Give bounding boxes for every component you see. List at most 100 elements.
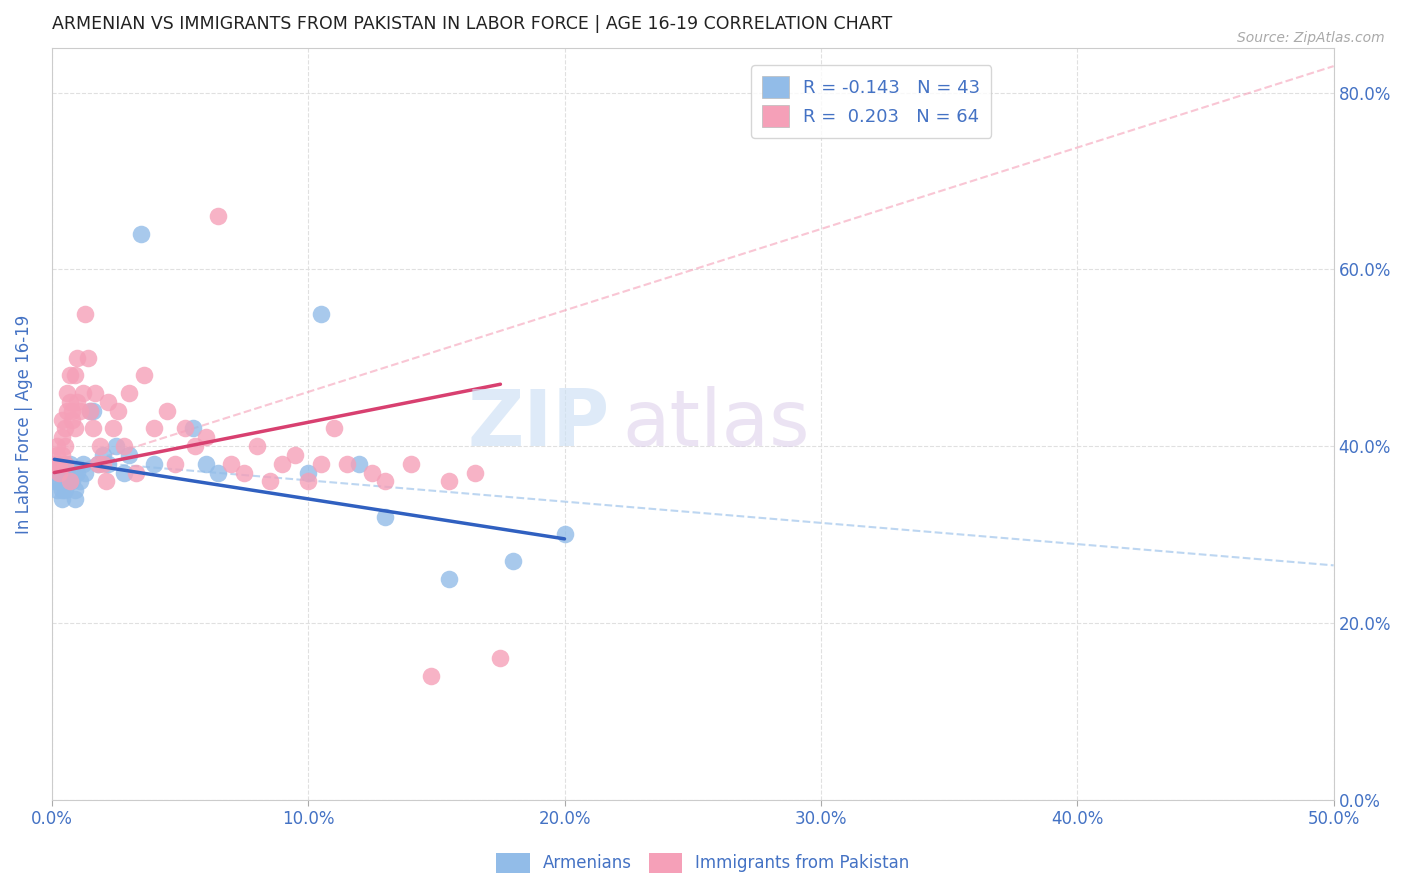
- Point: [63, 483, 86, 498]
- Point: [66, 466, 89, 480]
- Point: [51, 430, 73, 444]
- Point: [104, 439, 127, 453]
- Point: [82, 421, 104, 435]
- Point: [53, 483, 76, 498]
- Point: [44, 475, 66, 489]
- Text: atlas: atlas: [623, 386, 810, 462]
- Point: [79, 403, 101, 417]
- Point: [297, 466, 319, 480]
- Point: [53, 457, 76, 471]
- Point: [309, 457, 332, 471]
- Point: [45, 483, 67, 498]
- Text: Source: ZipAtlas.com: Source: ZipAtlas.com: [1237, 31, 1385, 45]
- Point: [53, 457, 76, 471]
- Point: [336, 457, 359, 471]
- Point: [53, 421, 76, 435]
- Point: [174, 421, 197, 435]
- Point: [194, 457, 217, 471]
- Point: [66, 351, 89, 365]
- Point: [89, 439, 111, 453]
- Point: [69, 475, 91, 489]
- Point: [156, 403, 179, 417]
- Point: [51, 492, 73, 507]
- Point: [125, 466, 148, 480]
- Point: [97, 457, 120, 471]
- Point: [59, 368, 82, 383]
- Point: [51, 466, 73, 480]
- Point: [131, 227, 153, 241]
- Y-axis label: In Labor Force | Age 16-19: In Labor Force | Age 16-19: [15, 314, 32, 533]
- Point: [51, 412, 73, 426]
- Point: [322, 421, 344, 435]
- Point: [60, 403, 83, 417]
- Point: [51, 448, 73, 462]
- Point: [489, 651, 512, 665]
- Text: ARMENIAN VS IMMIGRANTS FROM PAKISTAN IN LABOR FORCE | AGE 16-19 CORRELATION CHAR: ARMENIAN VS IMMIGRANTS FROM PAKISTAN IN …: [52, 15, 891, 33]
- Point: [361, 466, 384, 480]
- Point: [59, 395, 82, 409]
- Point: [163, 457, 186, 471]
- Point: [112, 466, 135, 480]
- Point: [103, 421, 125, 435]
- Point: [437, 475, 460, 489]
- Point: [464, 466, 486, 480]
- Point: [219, 457, 242, 471]
- Point: [87, 457, 110, 471]
- Point: [48, 457, 70, 471]
- Point: [75, 306, 97, 320]
- Point: [59, 475, 82, 489]
- Point: [143, 457, 166, 471]
- Point: [72, 457, 94, 471]
- Point: [207, 210, 229, 224]
- Point: [82, 403, 104, 417]
- Point: [53, 475, 76, 489]
- Point: [72, 386, 94, 401]
- Point: [63, 492, 86, 507]
- Legend: Armenians, Immigrants from Pakistan: Armenians, Immigrants from Pakistan: [489, 847, 917, 880]
- Point: [91, 448, 114, 462]
- Point: [309, 306, 332, 320]
- Point: [91, 457, 114, 471]
- Point: [56, 466, 79, 480]
- Point: [143, 421, 166, 435]
- Point: [420, 669, 443, 683]
- Point: [69, 403, 91, 417]
- Point: [184, 439, 207, 453]
- Point: [118, 448, 141, 462]
- Point: [48, 466, 70, 480]
- Point: [233, 466, 256, 480]
- Point: [45, 439, 67, 453]
- Point: [48, 475, 70, 489]
- Point: [56, 386, 79, 401]
- Point: [59, 457, 82, 471]
- Legend: R = -0.143   N = 43, R =  0.203   N = 64: R = -0.143 N = 43, R = 0.203 N = 64: [751, 65, 991, 138]
- Point: [66, 395, 89, 409]
- Point: [349, 457, 371, 471]
- Point: [84, 386, 107, 401]
- Point: [374, 475, 396, 489]
- Point: [56, 403, 79, 417]
- Point: [181, 421, 204, 435]
- Point: [45, 448, 67, 462]
- Point: [60, 412, 83, 426]
- Point: [118, 386, 141, 401]
- Point: [44, 457, 66, 471]
- Point: [45, 466, 67, 480]
- Point: [63, 368, 86, 383]
- Point: [79, 403, 101, 417]
- Point: [59, 475, 82, 489]
- Point: [60, 475, 83, 489]
- Point: [63, 421, 86, 435]
- Point: [107, 403, 129, 417]
- Point: [374, 509, 396, 524]
- Point: [75, 466, 97, 480]
- Point: [87, 457, 110, 471]
- Point: [97, 395, 120, 409]
- Point: [132, 368, 155, 383]
- Point: [246, 439, 269, 453]
- Point: [53, 439, 76, 453]
- Point: [207, 466, 229, 480]
- Point: [76, 351, 98, 365]
- Point: [194, 430, 217, 444]
- Point: [502, 554, 524, 568]
